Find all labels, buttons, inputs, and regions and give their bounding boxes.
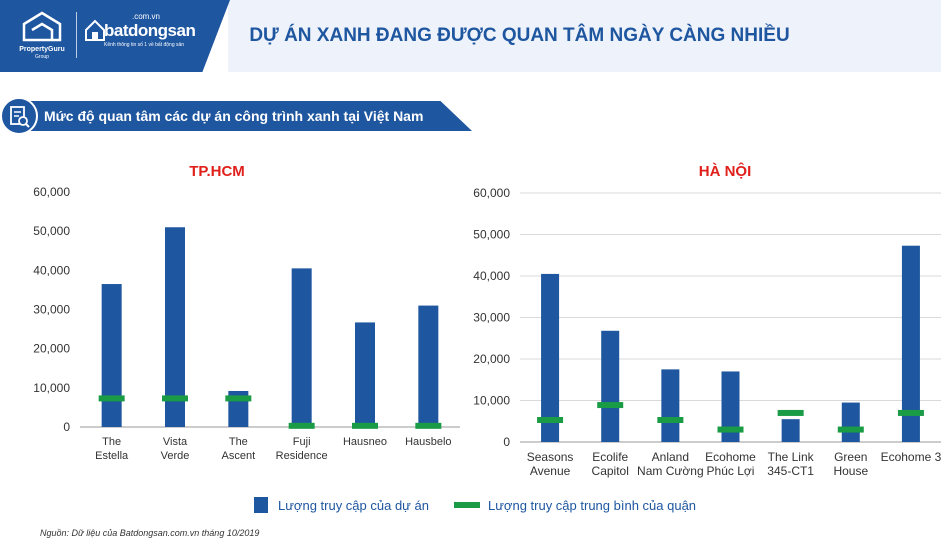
average-marker — [225, 395, 252, 402]
average-marker — [162, 395, 188, 402]
legend: Lượng truy cập của dự án Lượng truy cập … — [0, 492, 941, 518]
chart-title: HÀ NỘI — [699, 162, 752, 180]
x-tick-label: Ecolife — [592, 450, 628, 464]
bar — [841, 402, 860, 442]
bar — [661, 369, 680, 442]
y-tick-label: 20,000 — [33, 342, 70, 356]
logo-area: PropertyGuru Group .com.vn batdongsan Kê… — [0, 0, 230, 72]
x-tick-label: Residence — [276, 450, 328, 462]
section-title: Mức độ quan tâm các dự án công trình xan… — [44, 108, 424, 124]
legend-label-district: Lượng truy cập trung bình của quận — [488, 497, 697, 513]
average-marker — [352, 422, 378, 429]
batdongsan-house-icon — [85, 19, 105, 41]
x-tick-label: House — [833, 464, 868, 478]
average-marker — [837, 426, 864, 433]
batdongsan-tagline: Kênh thông tin số 1 về bất động sản — [104, 42, 185, 48]
x-tick-label: Verde — [161, 450, 190, 462]
page-title: DỰ ÁN XANH ĐANG ĐƯỢC QUAN TÂM NGÀY CÀNG … — [249, 25, 790, 46]
bar — [781, 419, 800, 442]
chart-hcm: TP.HCM 0 10,000 20,000 30,000 40,000 50,000 60,… — [33, 163, 460, 462]
y-tick-label: 50,000 — [473, 228, 510, 242]
x-tick-label: Seasons — [527, 450, 574, 464]
batdongsan-domain: .com.vn — [132, 12, 161, 21]
x-tick-label: Ascent — [222, 450, 256, 462]
header-background — [228, 0, 941, 72]
legend-label-project: Lượng truy cập của dự án — [278, 497, 429, 513]
y-tick-label: 30,000 — [473, 311, 510, 325]
propertyguru-logo[interactable]: PropertyGuru Group — [14, 10, 70, 62]
bar — [601, 330, 620, 442]
y-tick-label: 40,000 — [473, 269, 510, 283]
average-marker — [717, 426, 744, 433]
y-tick-label: 0 — [63, 420, 70, 434]
legend-bar-swatch — [254, 497, 268, 513]
propertyguru-name: PropertyGuru — [19, 46, 65, 53]
x-tick-label: The — [102, 436, 121, 448]
batdongsan-name: batdongsan — [104, 21, 196, 40]
average-marker — [777, 409, 804, 416]
legend-item-district: Lượng truy cập trung bình của quận — [454, 492, 696, 518]
x-tick-label: Ecohome 3 — [881, 450, 941, 464]
x-tick-label: Hausbelo — [405, 436, 451, 448]
x-tick-label: Avenue — [530, 464, 571, 478]
y-tick-label: 50,000 — [33, 224, 70, 238]
y-tick-label: 60,000 — [473, 186, 510, 200]
batdongsan-logo[interactable]: .com.vn batdongsan Kênh thông tin số 1 v… — [84, 12, 214, 58]
average-marker — [597, 402, 624, 409]
document-search-icon — [0, 97, 38, 135]
y-tick-label: 20,000 — [473, 352, 510, 366]
y-tick-label: 10,000 — [33, 381, 70, 395]
x-tick-label: Nam Cường — [637, 464, 704, 478]
x-tick-label: Capitol — [592, 464, 629, 478]
y-tick-label: 0 — [503, 435, 510, 449]
x-tick-label: Vista — [163, 436, 188, 448]
bar — [418, 305, 439, 427]
bar — [101, 284, 122, 427]
y-tick-label: 10,000 — [473, 394, 510, 408]
x-tick-label: The — [229, 436, 248, 448]
logo-divider — [76, 12, 77, 58]
x-tick-label: The Link — [768, 450, 815, 464]
section-banner: Mức độ quan tâm các dự án công trình xan… — [0, 97, 472, 135]
propertyguru-sub: Group — [35, 54, 49, 60]
average-marker — [537, 417, 564, 424]
bar — [291, 268, 312, 427]
average-marker — [288, 422, 315, 429]
x-tick-label: Estella — [95, 450, 129, 462]
bar — [721, 371, 740, 442]
legend-line-swatch — [454, 502, 480, 508]
x-tick-label: 345-CT1 — [767, 464, 814, 478]
average-marker — [415, 422, 442, 429]
chart-title: TP.HCM — [189, 163, 245, 180]
bar — [541, 273, 560, 442]
header: PropertyGuru Group .com.vn batdongsan Kê… — [0, 0, 941, 72]
y-tick-label: 40,000 — [33, 263, 70, 277]
section-bar — [22, 101, 472, 131]
x-tick-label: Fuji — [293, 436, 311, 448]
x-tick-label: Anland — [652, 450, 689, 464]
y-tick-label: 60,000 — [33, 185, 70, 199]
bar — [901, 245, 920, 442]
x-tick-label: Hausneo — [343, 436, 387, 448]
y-tick-label: 30,000 — [33, 303, 70, 317]
average-marker — [98, 395, 125, 402]
bar — [355, 322, 375, 427]
bar — [165, 227, 185, 427]
charts-area: TP.HCM 0 10,000 20,000 30,000 40,000 50,000 60,… — [33, 162, 941, 478]
x-tick-label: Ecohome — [705, 450, 756, 464]
x-tick-label: Green — [834, 450, 867, 464]
average-marker — [657, 417, 684, 424]
legend-item-project: Lượng truy cập của dự án — [254, 492, 429, 518]
chart-hanoi: HÀ NỘI 0 10,000 20,000 30,000 40,000 50,000 60,… — [473, 162, 941, 478]
x-tick-label: Phúc Lợi — [707, 464, 755, 478]
average-marker — [897, 409, 924, 416]
propertyguru-house-icon — [22, 11, 62, 42]
source-note: Nguồn: Dữ liệu của Batdongsan.com.vn thá… — [40, 528, 260, 538]
